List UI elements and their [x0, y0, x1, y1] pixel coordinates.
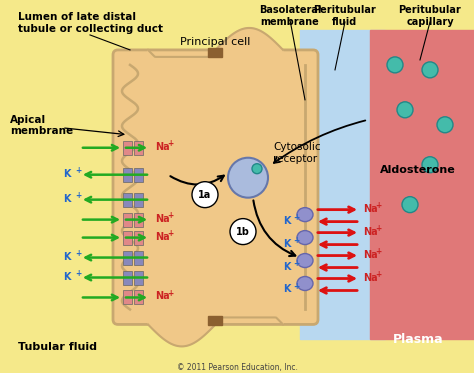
Text: +: + [167, 289, 173, 298]
Text: +: + [167, 229, 173, 238]
Text: +: + [75, 166, 81, 175]
Text: K: K [63, 169, 71, 179]
Text: Plasma: Plasma [392, 333, 443, 346]
Text: +: + [75, 191, 81, 200]
Ellipse shape [297, 208, 313, 222]
Text: +: + [375, 247, 381, 256]
Circle shape [252, 164, 262, 174]
Text: Na: Na [363, 250, 378, 260]
Bar [123, 251, 132, 264]
Circle shape [228, 158, 268, 198]
Text: Na: Na [155, 291, 170, 301]
Text: Na: Na [363, 226, 378, 236]
Circle shape [230, 219, 256, 245]
Circle shape [422, 62, 438, 78]
Text: +: + [167, 211, 173, 220]
Bar [208, 316, 222, 325]
Text: K: K [283, 216, 291, 226]
Bar [134, 213, 143, 227]
Text: Na: Na [155, 214, 170, 224]
Text: +: + [375, 201, 381, 210]
Text: +: + [293, 282, 299, 291]
Polygon shape [148, 314, 283, 347]
Text: +: + [375, 270, 381, 279]
Bar [123, 213, 132, 227]
Text: Lumen of late distal
tubule or collecting duct: Lumen of late distal tubule or collectin… [18, 12, 163, 34]
Circle shape [422, 157, 438, 173]
Circle shape [387, 57, 403, 73]
Circle shape [402, 197, 418, 213]
Bar [123, 231, 132, 245]
Bar [123, 291, 132, 304]
Bar [134, 270, 143, 285]
Bar [123, 270, 132, 285]
Text: +: + [167, 139, 173, 148]
Text: +: + [75, 249, 81, 258]
Ellipse shape [297, 254, 313, 267]
Text: +: + [293, 213, 299, 222]
Ellipse shape [297, 231, 313, 245]
Text: K: K [63, 194, 71, 204]
Circle shape [397, 102, 413, 118]
Text: K: K [283, 239, 291, 248]
Circle shape [192, 182, 218, 208]
Bar [134, 231, 143, 245]
Bar [134, 141, 143, 155]
Text: Basolateral
membrane: Basolateral membrane [259, 5, 321, 26]
Text: Tubular fluid: Tubular fluid [18, 342, 97, 352]
Text: Cytosolic
receptor: Cytosolic receptor [273, 142, 320, 163]
Text: Peritubular
fluid: Peritubular fluid [314, 5, 376, 26]
Bar [300, 30, 385, 339]
Bar [208, 48, 222, 57]
Text: Na: Na [155, 232, 170, 242]
Bar [123, 193, 132, 207]
Ellipse shape [297, 276, 313, 291]
Text: K: K [283, 261, 291, 272]
Text: Na: Na [363, 204, 378, 214]
Circle shape [437, 117, 453, 133]
Text: Na: Na [155, 142, 170, 152]
Text: K: K [283, 285, 291, 295]
Bar [134, 168, 143, 182]
Text: K: K [63, 272, 71, 282]
FancyBboxPatch shape [113, 50, 318, 325]
Bar [134, 291, 143, 304]
Bar [370, 30, 474, 339]
Text: Aldosterone: Aldosterone [380, 165, 456, 175]
Bar [123, 141, 132, 155]
Text: +: + [293, 236, 299, 245]
Text: Peritubular
capillary: Peritubular capillary [399, 5, 461, 26]
Text: © 2011 Pearson Education, Inc.: © 2011 Pearson Education, Inc. [176, 363, 298, 372]
Text: K: K [63, 251, 71, 261]
Text: Na: Na [363, 273, 378, 282]
Text: +: + [293, 259, 299, 268]
Bar [123, 168, 132, 182]
Text: +: + [375, 224, 381, 233]
Text: 1b: 1b [236, 226, 250, 236]
Text: +: + [75, 269, 81, 278]
Bar [134, 251, 143, 264]
Text: 1a: 1a [199, 189, 211, 200]
Polygon shape [148, 28, 283, 60]
Text: Principal cell: Principal cell [180, 37, 250, 47]
Text: Apical
membrane: Apical membrane [10, 115, 73, 137]
Bar [134, 193, 143, 207]
